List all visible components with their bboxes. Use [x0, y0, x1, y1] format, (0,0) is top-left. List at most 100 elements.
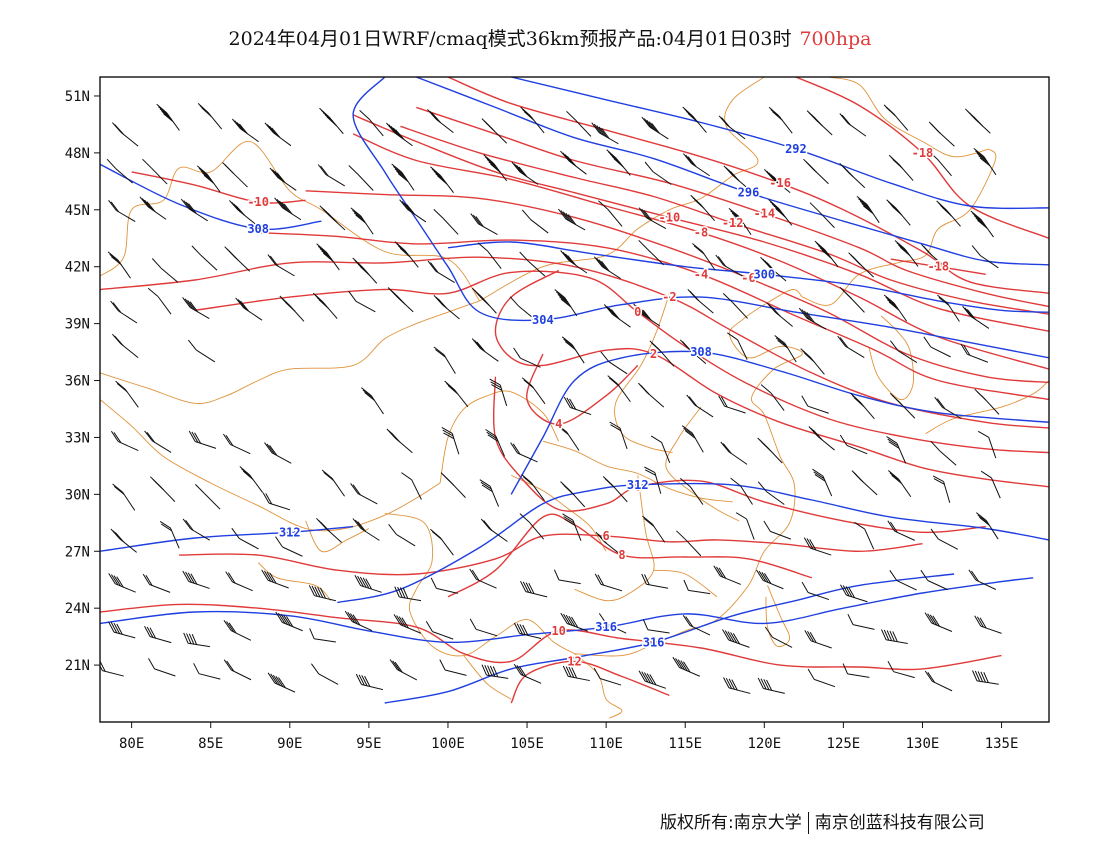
wind-barb [920, 569, 948, 591]
wind-barb [182, 570, 210, 589]
wind-barb [839, 162, 866, 188]
wind-barb [344, 610, 373, 632]
wind-barb [110, 300, 138, 324]
wind-barb [566, 110, 592, 137]
wind-barb [388, 523, 416, 547]
wind-barb [883, 294, 908, 322]
wind-barb [430, 528, 454, 556]
wind-barb [350, 483, 378, 505]
wind-barb [964, 108, 991, 134]
wind-barb [679, 478, 704, 505]
wind-barb [932, 475, 951, 503]
wind-barb [681, 425, 704, 453]
wind-barb [471, 338, 499, 362]
wind-barb [197, 103, 223, 130]
wind-barb [808, 426, 835, 451]
wind-barb [391, 163, 415, 191]
wind-barb [676, 530, 702, 557]
temperature-contour-line [352, 133, 1049, 370]
wind-barb [483, 154, 508, 182]
wind-barb [106, 158, 133, 184]
height-contour-line [416, 77, 1049, 266]
y-tick-label: 48N [65, 146, 90, 162]
wind-barb [757, 481, 785, 505]
wind-barb [142, 573, 171, 593]
wind-barb [595, 531, 623, 556]
wind-barb [513, 347, 541, 368]
wind-barb [469, 568, 497, 589]
temperature-contour-label: -4 [694, 267, 708, 281]
wind-barb [760, 384, 785, 411]
wind-barb [159, 520, 180, 549]
temperature-contour-line [447, 513, 812, 598]
temperature-contour-line [100, 603, 1002, 671]
wind-barb [633, 303, 661, 327]
wind-barb [224, 246, 251, 272]
wind-barb [803, 158, 829, 185]
wind-barb [279, 295, 305, 322]
wind-barb [598, 613, 627, 634]
border-line [614, 293, 673, 454]
wind-barb [764, 168, 791, 194]
wind-barb [638, 670, 667, 689]
wind-barb [274, 197, 302, 221]
x-tick-label: 90E [277, 736, 302, 752]
wind-barb [971, 245, 999, 269]
temperature-contour-label: 0 [634, 305, 641, 319]
border-line [100, 300, 480, 404]
wind-barb [692, 243, 716, 271]
wind-barb [928, 121, 955, 147]
wind-barb [444, 380, 469, 408]
wind-barb [757, 437, 783, 464]
wind-barb [112, 333, 139, 358]
wind-barb [687, 288, 714, 314]
wind-barb [735, 512, 755, 540]
wind-barb [430, 577, 458, 594]
wind-barb [801, 395, 829, 414]
wind-barb [223, 620, 252, 641]
wind-barb [591, 122, 619, 145]
temperature-contour-line [890, 258, 986, 275]
credit-company: 南京创蓝科技有限公司 [814, 813, 985, 833]
y-tick-label: 45N [65, 203, 90, 219]
wind-barb [975, 512, 999, 540]
wind-barb [980, 470, 1001, 499]
wind-barb [763, 520, 792, 540]
wind-barb [557, 208, 586, 231]
y-tick-label: 21N [65, 658, 90, 674]
plot-area [100, 77, 1049, 722]
wind-barb [183, 632, 210, 648]
wind-barb [386, 122, 413, 147]
wind-barb [887, 520, 915, 541]
wind-barb [481, 664, 509, 679]
wind-barb [115, 380, 139, 408]
temperature-contour-line [400, 125, 1049, 315]
wind-barb [934, 396, 962, 419]
wind-barb [489, 378, 508, 407]
wind-barb [812, 468, 833, 497]
border-line [100, 141, 480, 302]
wind-barb [261, 569, 289, 589]
wind-barb [470, 213, 498, 235]
height-contour-line [100, 525, 354, 552]
wind-barb [672, 656, 700, 677]
wind-barb [521, 377, 546, 405]
wind-barb [974, 388, 1000, 415]
x-tick-label: 115E [668, 736, 702, 752]
y-tick-label: 36N [65, 374, 90, 390]
y-tick-label: 30N [65, 487, 90, 503]
temperature-contour-line [258, 231, 1049, 401]
wind-barb [563, 396, 592, 416]
wind-barb [682, 106, 707, 133]
credit-line: 版权所有:南京大学 南京创蓝科技有限公司 [660, 808, 985, 834]
wind-barb [644, 466, 662, 494]
wind-barb [269, 167, 297, 191]
wind-barb [766, 302, 793, 327]
temperature-contour-line [131, 171, 306, 204]
wind-barb [888, 154, 914, 181]
temperature-contour-label: -8 [694, 226, 708, 240]
wind-barb [112, 483, 136, 511]
wind-barb [977, 430, 997, 459]
wind-barb [842, 663, 870, 678]
